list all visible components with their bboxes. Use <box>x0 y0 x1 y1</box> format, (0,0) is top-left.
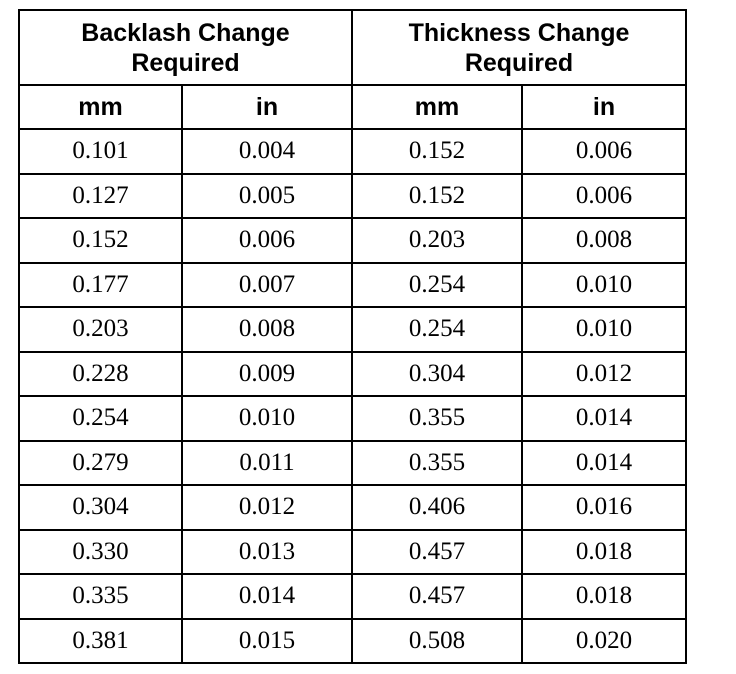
thickness-mm-cell: 0.355 <box>351 395 524 442</box>
thickness-in-cell: 0.006 <box>521 172 688 219</box>
thickness-in-cell: 0.006 <box>521 128 688 175</box>
thickness-mm-cell: 0.457 <box>351 528 524 575</box>
thickness-mm-cell: 0.457 <box>351 573 524 620</box>
thickness-mm-cell: 0.152 <box>351 172 524 219</box>
thickness-mm-cell: 0.406 <box>351 484 524 531</box>
thickness-in-cell: 0.010 <box>521 306 688 353</box>
backlash-header-line2: Required <box>131 48 240 77</box>
backlash-in-cell: 0.007 <box>180 261 354 308</box>
backlash-mm-cell: 0.279 <box>18 439 183 486</box>
table-row: 0.279 0.011 0.355 0.014 <box>18 439 688 486</box>
table-row: 0.101 0.004 0.152 0.006 <box>18 128 688 175</box>
backlash-in-cell: 0.006 <box>180 217 354 264</box>
backlash-change-header: Backlash Change Required <box>17 9 354 86</box>
thickness-mm-cell: 0.355 <box>351 439 524 486</box>
backlash-in-cell: 0.005 <box>180 172 354 219</box>
backlash-thickness-table: Backlash Change Required Thickness Chang… <box>17 9 688 664</box>
thickness-in-header: in <box>521 84 688 130</box>
table-row: 0.127 0.005 0.152 0.006 <box>18 172 688 219</box>
backlash-mm-cell: 0.203 <box>18 306 183 353</box>
thickness-mm-cell: 0.508 <box>351 617 524 664</box>
table-row: 0.228 0.009 0.304 0.012 <box>18 350 688 397</box>
thickness-in-cell: 0.012 <box>521 350 688 397</box>
group-header-row: Backlash Change Required Thickness Chang… <box>17 9 688 86</box>
backlash-in-cell: 0.004 <box>180 128 354 175</box>
thickness-mm-cell: 0.304 <box>351 350 524 397</box>
backlash-mm-header: mm <box>18 84 183 130</box>
thickness-in-cell: 0.018 <box>521 573 688 620</box>
thickness-in-cell: 0.008 <box>521 217 688 264</box>
backlash-mm-cell: 0.381 <box>18 617 183 664</box>
thickness-header-line1: Thickness Change <box>408 18 630 47</box>
thickness-in-cell: 0.016 <box>521 484 688 531</box>
backlash-mm-cell: 0.228 <box>18 350 183 397</box>
thickness-change-header: Thickness Change Required <box>351 9 688 86</box>
table-row: 0.254 0.010 0.355 0.014 <box>18 395 688 442</box>
thickness-mm-cell: 0.254 <box>351 306 524 353</box>
thickness-in-cell: 0.014 <box>521 439 688 486</box>
backlash-in-cell: 0.010 <box>180 395 354 442</box>
backlash-mm-cell: 0.254 <box>18 395 183 442</box>
thickness-in-cell: 0.010 <box>521 261 688 308</box>
table-row: 0.335 0.014 0.457 0.018 <box>18 573 688 620</box>
backlash-in-cell: 0.011 <box>180 439 354 486</box>
backlash-in-cell: 0.013 <box>180 528 354 575</box>
thickness-header-line2: Required <box>464 48 574 77</box>
backlash-in-cell: 0.014 <box>180 573 354 620</box>
backlash-mm-cell: 0.101 <box>18 128 183 175</box>
backlash-header-line1: Backlash Change <box>81 18 290 47</box>
thickness-in-cell: 0.020 <box>521 617 688 664</box>
backlash-in-cell: 0.012 <box>180 484 354 531</box>
unit-header-row: mm in mm in <box>18 84 688 130</box>
backlash-mm-cell: 0.177 <box>18 261 183 308</box>
thickness-in-cell: 0.018 <box>521 528 688 575</box>
table-row: 0.304 0.012 0.406 0.016 <box>18 484 688 531</box>
thickness-mm-header: mm <box>351 84 524 130</box>
thickness-mm-cell: 0.254 <box>351 261 524 308</box>
backlash-mm-cell: 0.304 <box>18 484 183 531</box>
backlash-in-cell: 0.009 <box>180 350 354 397</box>
backlash-in-header: in <box>180 84 354 130</box>
thickness-in-cell: 0.014 <box>521 395 688 442</box>
table-body: 0.101 0.004 0.152 0.006 0.127 0.005 0.152 0.006… <box>18 128 688 664</box>
table-row: 0.177 0.007 0.254 0.010 <box>18 261 688 308</box>
backlash-mm-cell: 0.127 <box>18 172 183 219</box>
thickness-mm-cell: 0.152 <box>351 128 524 175</box>
thickness-mm-cell: 0.203 <box>351 217 524 264</box>
table-row: 0.330 0.013 0.457 0.018 <box>18 528 688 575</box>
backlash-mm-cell: 0.335 <box>18 573 183 620</box>
backlash-in-cell: 0.015 <box>180 617 354 664</box>
table-row: 0.381 0.015 0.508 0.020 <box>18 617 688 664</box>
backlash-in-cell: 0.008 <box>180 306 354 353</box>
backlash-mm-cell: 0.152 <box>18 217 183 264</box>
table-row: 0.203 0.008 0.254 0.010 <box>18 306 688 353</box>
table-row: 0.152 0.006 0.203 0.008 <box>18 217 688 264</box>
backlash-mm-cell: 0.330 <box>18 528 183 575</box>
